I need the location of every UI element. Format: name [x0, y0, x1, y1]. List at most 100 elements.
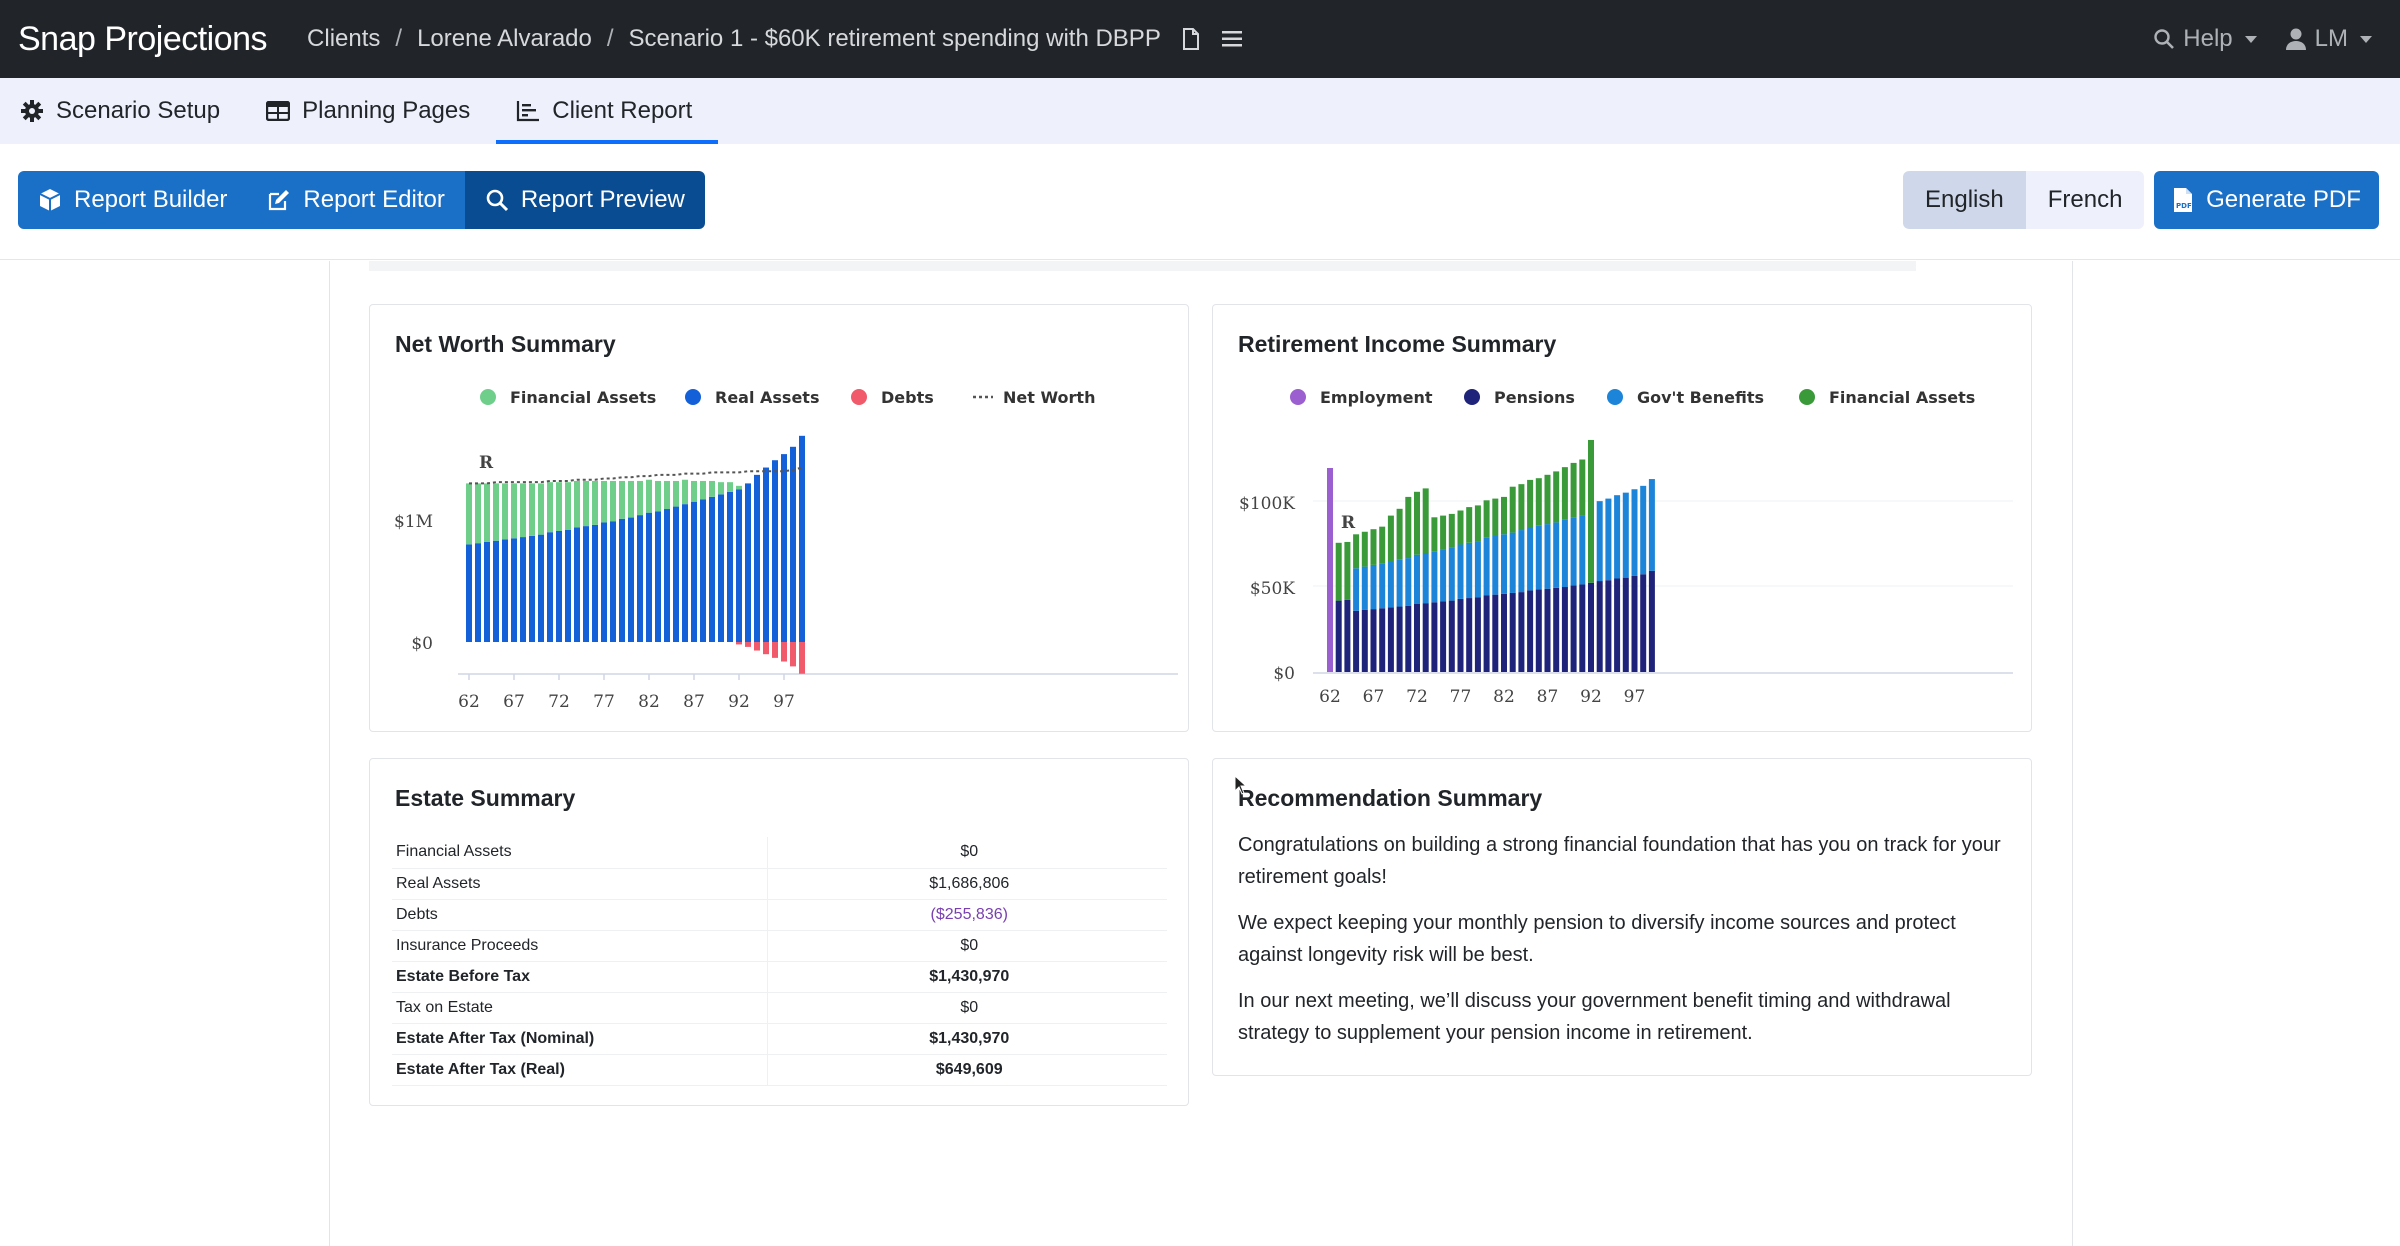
financial-assets-bar [1527, 479, 1534, 528]
tab-planning-pages[interactable]: Planning Pages [246, 78, 496, 144]
legend-marker [1607, 389, 1623, 405]
financial-assets-bar [601, 480, 607, 523]
govt-benefits-bar [1440, 549, 1447, 602]
estate-summary-card: Estate Summary Financial Assets $0 Real As… [369, 758, 1189, 1106]
legend-label: Pensions [1494, 388, 1575, 407]
financial-assets-bar [691, 480, 697, 502]
breadcrumb-scenario[interactable]: Scenario 1 - $60K retirement spending wi… [628, 25, 1161, 52]
x-tick-label: 77 [593, 692, 615, 712]
financial-assets-bar [1448, 513, 1455, 548]
financial-assets-bar [1509, 486, 1516, 533]
estate-row: Real Assets $1,686,806 [392, 868, 1167, 900]
generate-pdf-button[interactable]: PDF Generate PDF [2154, 171, 2379, 229]
card-title: Retirement Income Summary [1238, 331, 1557, 357]
real-assets-bar [502, 539, 508, 642]
real-assets-bar [520, 537, 526, 642]
govt-benefits-bar [1466, 542, 1473, 599]
recommendation-card: Recommendation Summary Congratulations o… [1212, 758, 2032, 1076]
breadcrumb: Clients / Lorene Alvarado / Scenario 1 -… [307, 25, 1243, 53]
legend-label: Net Worth [1003, 388, 1095, 407]
user-dropdown[interactable]: LM [2285, 25, 2372, 53]
x-tick-label: 72 [1406, 687, 1428, 707]
real-assets-bar [673, 506, 679, 642]
govt-benefits-bar [1614, 495, 1621, 579]
french-button[interactable]: French [2025, 171, 2145, 229]
pensions-bar [1509, 592, 1516, 672]
retirement-income-chart: Employment Pensions Gov't Benefits Financia… [1239, 388, 2013, 707]
debts-bar [763, 642, 769, 655]
debts-bar [781, 642, 787, 662]
estate-row: Estate Before Tax $1,430,970 [392, 961, 1167, 993]
govt-benefits-bar [1387, 561, 1394, 608]
financial-assets-bar [700, 480, 706, 500]
pensions-bar [1501, 593, 1507, 672]
real-assets-bar [790, 446, 796, 642]
report-builder-button[interactable]: Report Builder [18, 171, 248, 229]
recommendation-paragraph: In our next meeting, we’ll discuss your … [1238, 990, 1951, 1044]
tab-scenario-setup[interactable]: Scenario Setup [0, 78, 246, 144]
x-tick-label: 82 [1493, 687, 1515, 707]
help-dropdown[interactable]: Help [2153, 25, 2257, 53]
english-button[interactable]: English [1903, 171, 2026, 229]
breadcrumb-clients[interactable]: Clients [307, 25, 381, 52]
financial-assets-bar [673, 480, 679, 507]
pensions-bar [1361, 609, 1368, 672]
financial-assets-bar [493, 483, 499, 541]
cube-icon [39, 189, 61, 211]
financial-assets-bar [583, 480, 589, 527]
real-assets-bar [574, 527, 580, 642]
financial-assets-bar [736, 485, 742, 490]
legend-marker [851, 389, 867, 405]
estate-value: $1,430,970 [766, 1023, 1167, 1055]
govt-benefits-bar [1492, 536, 1499, 595]
govt-benefits-bar [1396, 559, 1403, 607]
financial-assets-bar [628, 480, 634, 518]
real-assets-bar [583, 526, 589, 642]
report-mode-group: Report Builder Report Editor Report Prev… [18, 171, 705, 229]
govt-benefits-bar [1422, 553, 1429, 604]
legend-label: Financial Assets [510, 388, 656, 407]
govt-benefits-bar [1527, 527, 1534, 591]
section-divider [369, 261, 1916, 271]
recommendation-paragraph: Congratulations on building a strong fin… [1238, 834, 2001, 888]
pensions-bar [1648, 570, 1655, 672]
estate-label: Estate After Tax (Nominal) [392, 1023, 767, 1055]
breadcrumb-separator: / [395, 25, 403, 52]
financial-assets-bar [1466, 507, 1473, 543]
financial-assets-bar [1353, 534, 1360, 569]
document-icon[interactable] [1181, 27, 1201, 51]
x-tick-label: 62 [458, 692, 480, 712]
financial-assets-bar [1561, 467, 1568, 520]
pensions-bar [1387, 607, 1394, 672]
pensions-bar [1631, 575, 1638, 672]
tab-client-report[interactable]: Client Report [496, 78, 719, 144]
financial-assets-bar [1501, 496, 1507, 535]
menu-icon[interactable] [1221, 29, 1243, 49]
govt-benefits-bar [1474, 541, 1481, 598]
govt-benefits-bar [1622, 492, 1629, 578]
breadcrumb-client[interactable]: Lorene Alvarado [417, 25, 592, 52]
real-assets-bar [493, 540, 499, 642]
financial-assets-bar [1492, 498, 1499, 536]
real-assets-bar [799, 435, 805, 642]
financial-assets-bar [475, 483, 481, 544]
financial-assets-bar [1335, 542, 1342, 601]
report-preview-button[interactable]: Report Preview [464, 171, 705, 229]
legend-marker [1464, 389, 1480, 405]
real-assets-bar [475, 543, 481, 642]
report-editor-button[interactable]: Report Editor [247, 171, 465, 229]
tab-label: Scenario Setup [56, 97, 221, 124]
estate-row: Debts ($255,836) [392, 899, 1167, 931]
legend-marker [1799, 389, 1815, 405]
pensions-bar [1570, 585, 1577, 672]
recommendation-paragraph: We expect keeping your monthly pension t… [1238, 912, 1956, 966]
caret-down-icon [2360, 35, 2372, 43]
financial-assets-bar [1553, 471, 1560, 523]
real-assets-bar [538, 534, 544, 642]
pensions-bar [1588, 582, 1594, 672]
x-tick-label: 77 [1450, 687, 1472, 707]
pensions-bar [1553, 587, 1560, 672]
app-brand[interactable]: Snap Projections [18, 19, 268, 58]
govt-benefits-bar [1596, 501, 1603, 582]
govt-benefits-bar [1605, 498, 1612, 581]
